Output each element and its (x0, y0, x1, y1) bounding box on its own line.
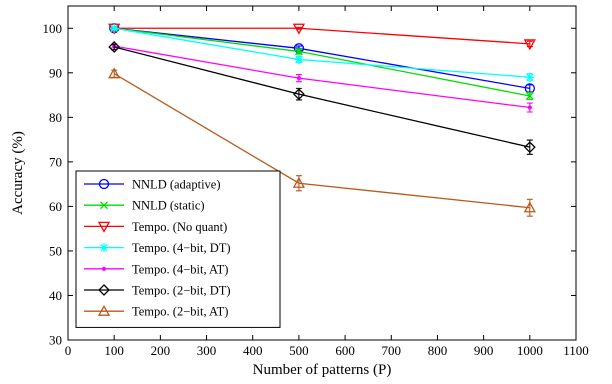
y-tick-label: 50 (49, 243, 62, 258)
y-tick-label: 100 (43, 21, 63, 36)
legend-entry: Tempo. (No quant) (84, 220, 227, 234)
x-tick-label: 100 (104, 343, 124, 358)
legend-marker (98, 178, 110, 190)
legend-entry: NNLD (adaptive) (84, 178, 221, 192)
y-tick-label: 60 (49, 199, 62, 214)
legend-entry: Tempo. (2−bit, AT) (84, 305, 228, 319)
legend-entry: NNLD (static) (84, 199, 205, 213)
x-tick-label: 600 (335, 343, 355, 358)
legend-label: NNLD (adaptive) (132, 178, 221, 192)
data-point (292, 176, 306, 188)
legend-label: NNLD (static) (132, 199, 205, 213)
data-point (525, 72, 535, 82)
data-point (109, 23, 119, 33)
legend-entry: Tempo. (2−bit, DT) (84, 284, 231, 298)
x-tick-label: 200 (151, 343, 171, 358)
y-tick-label: 70 (49, 154, 62, 169)
series-group (109, 23, 535, 82)
legend-box (75, 170, 281, 328)
data-point (294, 54, 304, 64)
series-group (108, 41, 536, 155)
data-point (108, 67, 121, 79)
legend: NNLD (adaptive) NNLD (static) Tempo. (No q… (75, 170, 281, 328)
x-tick-label: 1100 (563, 343, 589, 358)
plot-frame (67, 5, 577, 341)
x-tick-label: 700 (382, 343, 402, 358)
data-point (523, 201, 536, 213)
x-tick-label: 800 (428, 343, 448, 358)
y-axis-title: Accuracy (%) (10, 131, 26, 215)
chart-marks (108, 23, 536, 217)
x-axis-ticks: 0 100 200 300 400 500 600 700 800 900 1000 1100 (65, 6, 589, 358)
legend-label: Tempo. (2−bit, AT) (132, 305, 228, 319)
y-tick-label: 40 (49, 288, 62, 303)
y-tick-label: 30 (49, 333, 62, 348)
data-point (523, 141, 536, 154)
legend-label: Tempo. (No quant) (132, 220, 227, 234)
series-group (108, 67, 536, 217)
x-tick-label: 500 (289, 343, 309, 358)
legend-entry: Tempo. (4−bit, AT) (84, 262, 228, 276)
x-tick-label: 1000 (517, 343, 543, 358)
data-point (292, 88, 305, 101)
x-axis-title: Number of patterns (P) (253, 362, 392, 378)
legend-marker (100, 201, 108, 210)
legend-marker (97, 304, 111, 316)
data-point (523, 39, 536, 51)
x-tick-label: 0 (65, 343, 72, 358)
legend-label: Tempo. (2−bit, DT) (132, 284, 231, 298)
legend-label: Tempo. (4−bit, DT) (132, 241, 231, 255)
data-point (296, 76, 302, 81)
y-axis-ticks: 30 40 50 60 70 80 90 100 (43, 21, 576, 348)
x-tick-label: 300 (197, 343, 217, 358)
legend-marker (98, 284, 110, 296)
data-point (527, 105, 532, 110)
x-tick-label: 400 (243, 343, 263, 358)
data-point (294, 47, 303, 56)
x-tick-label: 900 (474, 343, 494, 358)
data-point (525, 91, 534, 100)
y-tick-label: 90 (49, 65, 62, 80)
legend-marker (97, 221, 111, 233)
legend-entry: Tempo. (4−bit, DT) (84, 241, 231, 255)
legend-label: Tempo. (4−bit, AT) (132, 262, 228, 276)
data-point (292, 23, 306, 35)
legend-marker (101, 266, 107, 271)
legend-marker (99, 243, 109, 253)
data-point (108, 41, 121, 53)
y-tick-label: 80 (49, 110, 62, 125)
